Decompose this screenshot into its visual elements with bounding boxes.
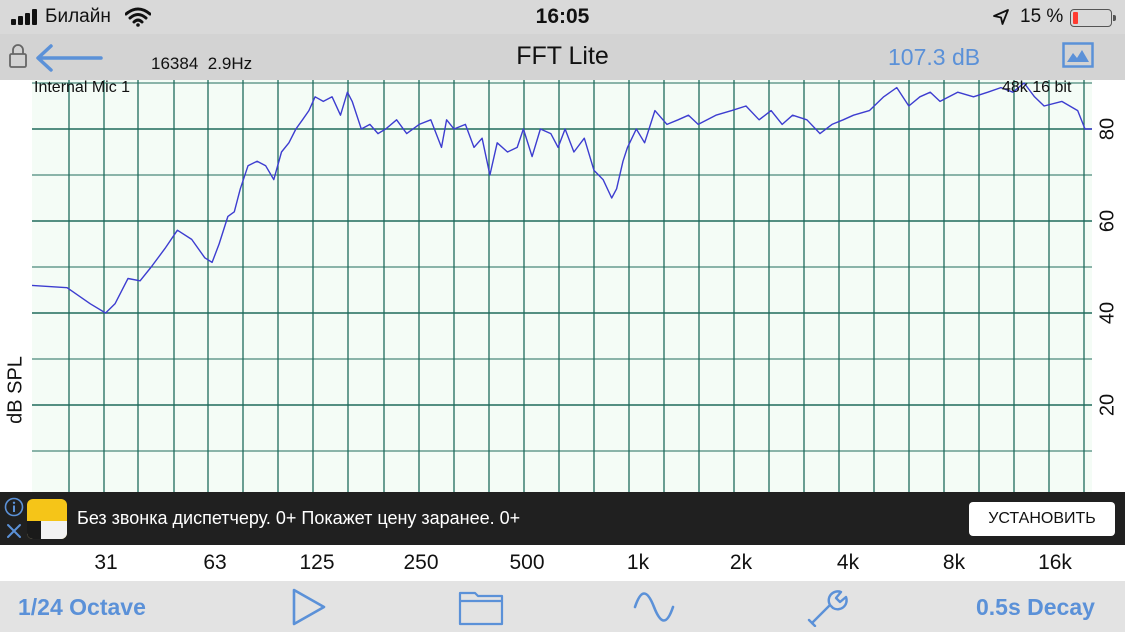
- x-tick-label: 4k: [836, 551, 860, 574]
- ad-install-button[interactable]: УСТАНОВИТЬ: [969, 502, 1115, 536]
- y-tick-label: 60: [1096, 209, 1119, 233]
- app-header: 16384 2.9Hz FFT Lite 107.3 dB: [0, 34, 1125, 80]
- x-tick-label: 63: [203, 551, 227, 574]
- fft-size: 16384: [151, 54, 199, 73]
- wifi-icon: [125, 7, 151, 27]
- carrier-name: Билайн: [45, 6, 111, 27]
- settings-wrench-icon[interactable]: [806, 587, 852, 627]
- x-axis-area: 31 63 125 250 500 1k 2k 4k 8k 16k: [0, 545, 1125, 581]
- app-title: FFT Lite: [516, 42, 609, 70]
- y-tick-label: 80: [1096, 117, 1119, 141]
- level-readout: 107.3 dB: [888, 44, 981, 70]
- status-time: 16:05: [535, 5, 590, 28]
- battery-fill: [1073, 12, 1078, 24]
- x-tick-label: 500: [509, 551, 545, 574]
- y-axis-label: dB SPL: [4, 356, 27, 424]
- image-icon[interactable]: [1062, 42, 1094, 68]
- spectrum-plot[interactable]: [32, 80, 1092, 492]
- bottom-toolbar: 1/24 Octave 0.5s Decay: [0, 581, 1125, 632]
- battery-icon: [1070, 9, 1116, 27]
- x-tick-label: 31: [94, 551, 118, 574]
- folder-icon[interactable]: [458, 587, 504, 627]
- signal-icon: [11, 9, 39, 25]
- y-tick-label: 40: [1096, 301, 1119, 325]
- series-layer: [32, 82, 1092, 314]
- y-ticks-area: [1092, 80, 1125, 492]
- ad-info-icon[interactable]: [4, 497, 24, 517]
- y-axis-area: dB SPL: [0, 80, 32, 492]
- plot-grid: [32, 80, 1092, 492]
- play-icon[interactable]: [290, 587, 328, 627]
- location-arrow-icon: [993, 9, 1009, 25]
- x-tick-label: 250: [403, 551, 439, 574]
- x-tick-label: 1k: [626, 551, 650, 574]
- spectrum-line: [32, 82, 1092, 314]
- input-label: Internal Mic 1: [34, 79, 131, 96]
- x-tick-label: 16k: [1038, 551, 1072, 574]
- ad-app-logo[interactable]: [27, 499, 67, 539]
- plot-background: [32, 80, 1092, 492]
- lock-icon[interactable]: [8, 43, 28, 69]
- waveform-icon[interactable]: [633, 587, 675, 627]
- x-tick-label: 2k: [729, 551, 753, 574]
- y-tick-label: 20: [1096, 393, 1119, 417]
- decay-button[interactable]: 0.5s Decay: [976, 594, 1095, 620]
- status-bar: Билайн 16:05 15 %: [0, 0, 1125, 34]
- fft-info: 16384 2.9Hz: [151, 54, 252, 74]
- fft-resolution: 2.9Hz: [207, 54, 253, 73]
- ad-banner[interactable]: Без звонка диспетчеру. 0+ Покажет цену з…: [0, 492, 1125, 545]
- back-arrow-icon[interactable]: [33, 43, 103, 73]
- x-tick-label: 8k: [942, 551, 966, 574]
- x-tick-label: 125: [299, 551, 335, 574]
- format-label: 48k 16 bit: [1002, 79, 1072, 96]
- battery-percent: 15 %: [1020, 6, 1064, 27]
- ad-text[interactable]: Без звонка диспетчеру. 0+ Покажет цену з…: [77, 508, 521, 528]
- octave-button[interactable]: 1/24 Octave: [18, 594, 146, 620]
- ad-close-icon[interactable]: [4, 521, 24, 541]
